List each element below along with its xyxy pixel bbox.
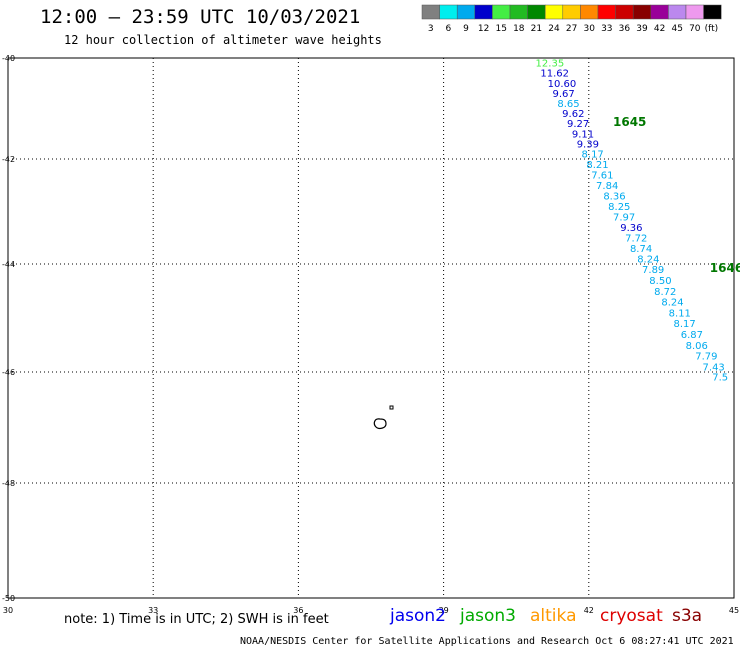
legend-swatch	[474, 4, 493, 20]
island-outline	[373, 418, 387, 430]
legend-tick-label: 33	[601, 24, 612, 34]
legend-tick-label: 39	[636, 24, 648, 34]
legend-swatch	[615, 4, 634, 20]
legend-unit: (ft)	[705, 24, 719, 34]
legend-tick-label: 12	[478, 24, 489, 34]
island-outlines	[373, 405, 394, 430]
wave-height-label: 9.36	[620, 223, 642, 234]
lat-tick-label: -42	[2, 155, 15, 164]
wave-height-label: 13.68	[526, 0, 555, 3]
legend-tick-label: 27	[566, 24, 577, 34]
map-grid	[8, 58, 734, 598]
legend-tick-label: 30	[583, 24, 595, 34]
satellite-jason3-label: jason3	[460, 606, 516, 626]
wave-height-label: 8.36	[603, 191, 625, 202]
axis-tick-labels: -40 -42 -44 -46 -48 -50 30 33 36 39 42 45	[2, 54, 739, 615]
wave-height-label: 8.24	[661, 298, 683, 309]
wave-height-label: 8.17	[582, 149, 604, 160]
satellite-jason2-label: jason2	[390, 606, 446, 626]
wave-height-label: 9.27	[567, 119, 589, 130]
wave-height-label: 11.62	[540, 69, 569, 80]
lat-tick-label: -44	[2, 260, 15, 269]
legend-tick-label: 36	[619, 24, 631, 34]
wave-height-label: 10.60	[548, 79, 577, 90]
wave-height-label: 8.74	[630, 244, 652, 255]
wave-height-label: 7.72	[625, 233, 647, 244]
wave-height-label: 7.5	[712, 372, 728, 383]
legend-swatch	[509, 4, 528, 20]
map-subtitle: 12 hour collection of altimeter wave hei…	[64, 33, 382, 47]
lat-tick-label: -46	[2, 368, 15, 377]
legend-swatch	[685, 4, 704, 20]
legend-tick-label: 70	[689, 24, 701, 34]
legend-swatch	[668, 4, 687, 20]
island-outline	[389, 405, 394, 410]
lon-tick-label: 33	[148, 606, 158, 615]
wave-height-label: 9.39	[577, 139, 599, 150]
wave-height-label: 7.89	[642, 265, 664, 276]
wave-height-label: 9.67	[553, 89, 575, 100]
credit-line: NOAA/NESDIS Center for Satellite Applica…	[240, 636, 734, 647]
wave-height-label: 9.62	[562, 109, 584, 120]
wave-height-label: 8.17	[674, 319, 696, 330]
lat-tick-label: -40	[2, 54, 15, 63]
satellite-s3a-label: s3a	[672, 606, 703, 626]
color-legend: 3 6 9 12 15 18 21 24 27 30 33 36 39 42 45 70 (ft)	[421, 4, 722, 34]
wave-height-label: 6.87	[681, 330, 703, 341]
lon-tick-label: 36	[293, 606, 303, 615]
legend-swatch	[597, 4, 616, 20]
legend-tick-label: 18	[513, 24, 525, 34]
legend-swatch	[632, 4, 652, 20]
footer-note: note: 1) Time is in UTC; 2) SWH is in fe…	[64, 612, 329, 627]
track-time-label: 1646	[710, 261, 740, 275]
lat-tick-label: -50	[2, 594, 15, 603]
legend-swatch	[421, 4, 440, 20]
legend-swatch	[562, 4, 581, 20]
wave-height-label: 8.06	[686, 341, 708, 352]
legend-swatch	[703, 4, 722, 20]
legend-tick-label: 45	[671, 24, 682, 34]
legend-tick-label: 24	[548, 24, 560, 34]
legend-swatch	[650, 4, 669, 20]
wave-height-label: 8.25	[608, 202, 630, 213]
wave-height-label: 7.79	[695, 352, 717, 363]
map-frame	[7, 57, 735, 599]
wave-height-label: 12.35	[536, 59, 565, 70]
satellite-cryosat-label: cryosat	[600, 606, 663, 626]
lat-tick-label: -48	[2, 479, 15, 488]
altimeter-track: 13.68 12.3511.6210.609.678.659.629.279.11…	[526, 0, 740, 383]
wave-height-label: 7.97	[613, 212, 635, 223]
lon-tick-label: 42	[584, 606, 594, 615]
track-time-label: 1644	[598, 0, 631, 3]
wave-height-label: 8.11	[669, 308, 691, 319]
legend-tick-label: 3	[428, 24, 434, 34]
satellite-altika-label: altika	[530, 606, 577, 626]
legend-swatch	[544, 4, 564, 20]
wave-height-label: 8.72	[654, 287, 676, 298]
lon-tick-label: 39	[439, 606, 449, 615]
legend-swatch	[456, 4, 476, 20]
map-title: 12:00 – 23:59 UTC 10/03/2021	[40, 6, 361, 28]
legend-tick-label: 21	[531, 24, 542, 34]
wave-height-label: 7.43	[703, 362, 725, 373]
legend-swatch	[580, 4, 599, 20]
lon-tick-label: 45	[729, 606, 739, 615]
wave-height-label: 9.11	[572, 129, 594, 140]
legend-tick-label: 15	[495, 24, 506, 34]
wave-height-label: 7.61	[591, 170, 613, 181]
legend-swatch	[439, 4, 458, 20]
wave-height-label: 8.65	[557, 99, 579, 110]
wave-height-label: 7.84	[596, 181, 618, 192]
legend-tick-label: 42	[654, 24, 665, 34]
wave-height-label: 8.24	[637, 254, 659, 265]
wave-height-label: 8.21	[586, 160, 608, 171]
legend-swatch	[492, 4, 511, 20]
lon-tick-label: 30	[3, 606, 13, 615]
track-time-label: 1645	[613, 115, 646, 129]
wave-height-label: 8.50	[649, 276, 671, 287]
legend-swatch	[527, 4, 546, 20]
legend-tick-label: 9	[463, 24, 469, 34]
legend-tick-label: 6	[446, 24, 452, 34]
